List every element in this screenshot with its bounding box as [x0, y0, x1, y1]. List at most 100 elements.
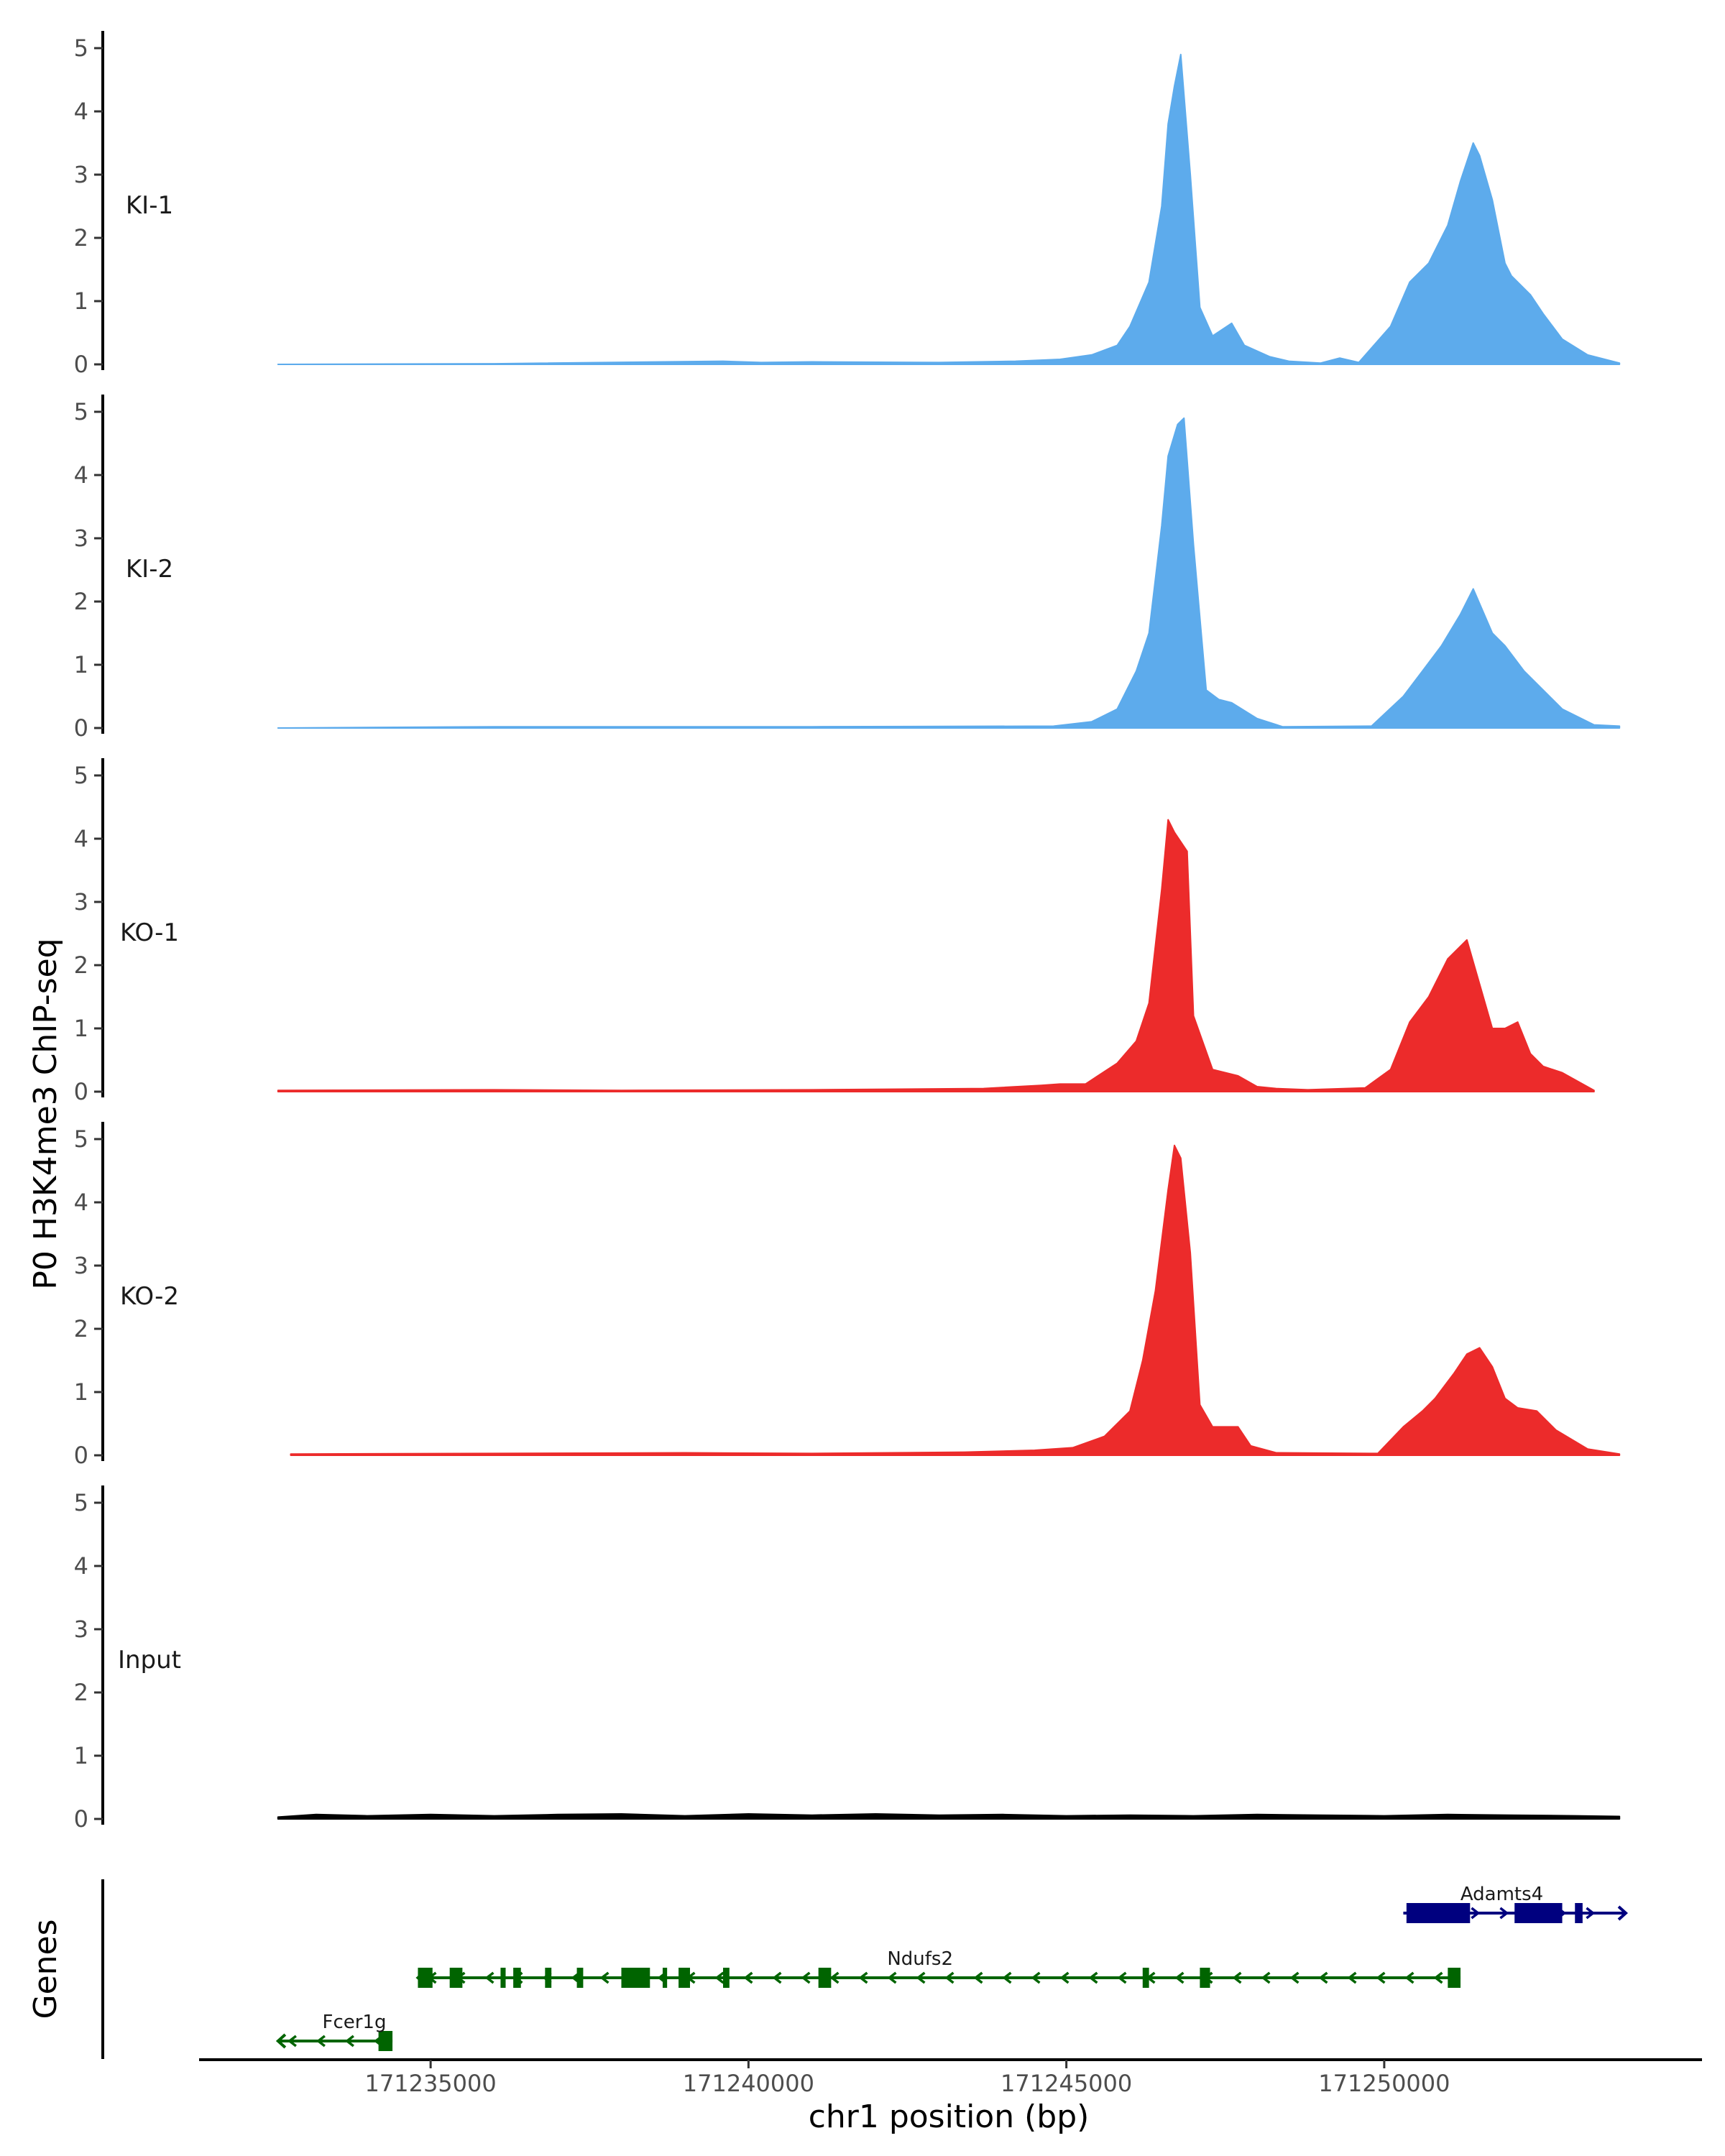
strand-end-arrow — [1617, 1905, 1628, 1921]
track-label: KI-1 — [126, 191, 173, 220]
strand-arrow — [1347, 1971, 1357, 1984]
x-axis: 171235000 171240000 171245000 171250000 — [199, 2058, 1702, 2097]
track-panel-ko-2: 0 1 2 3 4 5 KO-2 — [74, 1122, 1621, 1469]
y-tick-label: 4 — [74, 1552, 88, 1580]
track-label: Input — [118, 1646, 181, 1674]
gene-adamts4: Adamts4 — [1403, 1884, 1628, 1923]
y-tick-label: 0 — [74, 1442, 88, 1469]
y-tick-label: 4 — [74, 98, 88, 125]
y-tick-label: 1 — [74, 1015, 88, 1042]
coverage-area-ki-2 — [277, 417, 1621, 729]
y-tick-label: 5 — [74, 34, 88, 62]
y-tick-label: 4 — [74, 1189, 88, 1216]
strand-arrow — [801, 1971, 811, 1984]
strand-arrow — [1404, 1971, 1414, 1984]
strand-arrow — [743, 1971, 753, 1984]
y-tick-label: 1 — [74, 651, 88, 678]
exon — [545, 1968, 552, 1988]
strand-arrow — [1232, 1971, 1242, 1984]
strand-arrow — [599, 1971, 610, 1984]
track-panel-input: 0 1 2 3 4 5 Input — [74, 1485, 1621, 1833]
exon — [576, 1968, 584, 1988]
y-tick-label: 2 — [74, 588, 88, 615]
y-tick-label: 2 — [74, 1679, 88, 1706]
exon — [1575, 1903, 1583, 1923]
exon — [1200, 1968, 1210, 1988]
strand-arrow — [1031, 1971, 1041, 1984]
exon — [662, 1968, 668, 1988]
y-tick-label: 2 — [74, 224, 88, 252]
strand-arrow — [858, 1971, 868, 1984]
genes-axis-title: Genes — [27, 1919, 64, 2019]
strand-arrow — [484, 1971, 494, 1984]
exon — [1514, 1903, 1563, 1923]
y-tick-label: 5 — [74, 762, 88, 789]
y-tick-label: 1 — [74, 1378, 88, 1406]
strand-arrow — [916, 1971, 926, 1984]
strand-arrow — [1059, 1971, 1070, 1984]
strand-arrow — [1433, 1971, 1443, 1984]
strand-arrow — [1174, 1971, 1184, 1984]
coverage-area-ki-1 — [277, 53, 1621, 365]
y-tick-label: 3 — [74, 1616, 88, 1643]
strand-arrow — [887, 1971, 897, 1984]
exon — [1142, 1968, 1149, 1988]
y-tick-label: 1 — [74, 1742, 88, 1769]
x-tick-label: 171245000 — [1000, 2070, 1132, 2097]
strand-arrow — [1117, 1971, 1127, 1984]
strand-arrow — [1471, 1907, 1481, 1920]
y-tick-label: 4 — [74, 461, 88, 489]
x-tick-label: 171250000 — [1318, 2070, 1450, 2097]
y-tick-label: 3 — [74, 525, 88, 552]
gene-fcer1g: Fcer1g — [275, 2012, 393, 2051]
strand-arrow — [1002, 1971, 1012, 1984]
coverage-area-ko-1 — [277, 819, 1595, 1092]
strand-arrow — [1088, 1971, 1098, 1984]
gene-label: Ndufs2 — [887, 1948, 953, 1970]
y-tick-label: 0 — [74, 351, 88, 378]
coverage-area-input — [277, 1813, 1621, 1820]
coverage-tracks: 0 1 2 3 4 5 KI-1 0 1 2 3 4 5 KI-2 0 1 2 3 4 5 KO-1 0 1 2 3 4 5 KO-2… — [74, 31, 1621, 1833]
exon — [621, 1968, 650, 1988]
y-tick-label: 2 — [74, 952, 88, 979]
y-axis-title: P0 H3K4me3 ChIP-seq — [27, 938, 64, 1289]
y-tick-label: 3 — [74, 161, 88, 188]
strand-arrow — [973, 1971, 983, 1984]
strand-arrow — [1318, 1971, 1328, 1984]
exon — [449, 1968, 463, 1988]
x-tick-label: 171235000 — [365, 2070, 497, 2097]
exon — [1448, 1968, 1461, 1988]
strand-arrow — [714, 1971, 724, 1984]
strand-arrow — [344, 2035, 354, 2047]
track-label: KI-2 — [126, 555, 173, 584]
exon — [513, 1968, 521, 1988]
strand-arrow — [316, 2035, 326, 2047]
track-panel-ki-1: 0 1 2 3 4 5 KI-1 — [74, 31, 1621, 378]
y-tick-label: 5 — [74, 1489, 88, 1516]
track-panel-ki-2: 0 1 2 3 4 5 KI-2 — [74, 395, 1621, 742]
strand-arrow — [1376, 1971, 1386, 1984]
y-tick-label: 5 — [74, 398, 88, 425]
track-panel-ko-1: 0 1 2 3 4 5 KO-1 — [74, 758, 1595, 1105]
gene-annotation-track: Genes Adamts4 Ndufs2 Fcer1g — [27, 1879, 1628, 2059]
strand-arrow — [944, 1971, 954, 1984]
exon — [818, 1968, 832, 1988]
coverage-area-ko-2 — [290, 1144, 1621, 1456]
strand-arrow — [1499, 1907, 1509, 1920]
exon — [678, 1968, 691, 1988]
gene-label: Fcer1g — [322, 2012, 386, 2033]
y-tick-label: 0 — [74, 1805, 88, 1833]
track-label: KO-2 — [120, 1282, 179, 1311]
strand-arrow — [1261, 1971, 1271, 1984]
strand-end-arrow — [275, 2033, 287, 2049]
strand-arrow — [1586, 1907, 1596, 1920]
strand-arrow — [1289, 1971, 1300, 1984]
exon — [1406, 1903, 1471, 1923]
x-axis-title: chr1 position (bp) — [809, 2099, 1090, 2135]
y-tick-label: 0 — [74, 714, 88, 742]
y-tick-label: 0 — [74, 1078, 88, 1105]
track-label: KO-1 — [120, 918, 179, 947]
exon — [418, 1968, 433, 1988]
y-tick-label: 5 — [74, 1125, 88, 1153]
strand-arrow — [287, 2035, 297, 2047]
